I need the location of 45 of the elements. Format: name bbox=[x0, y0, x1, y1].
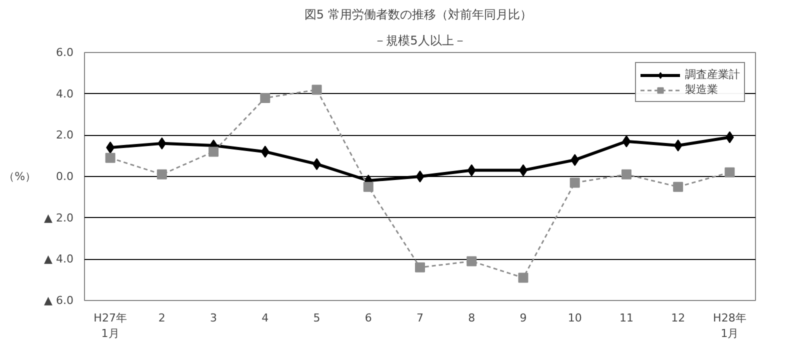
x-tick-label: 2 bbox=[158, 312, 166, 324]
y-tick-label: ▲ 6.0 bbox=[44, 294, 74, 307]
x-tick-label: 6 bbox=[364, 312, 372, 324]
x-tick-label: 10 bbox=[568, 312, 582, 324]
y-tick-label: 2.0 bbox=[56, 128, 74, 142]
point bbox=[622, 135, 631, 148]
point bbox=[260, 92, 270, 103]
point bbox=[158, 137, 166, 150]
point bbox=[570, 154, 580, 166]
point bbox=[363, 182, 374, 192]
point bbox=[416, 170, 424, 182]
point bbox=[415, 262, 425, 272]
point bbox=[518, 272, 528, 283]
point bbox=[570, 178, 580, 188]
point bbox=[466, 256, 477, 266]
x-tick-label: H28年 1月 bbox=[713, 312, 746, 340]
x-tick-label: 3 bbox=[210, 312, 218, 324]
y-tick-label: ▲ 4.0 bbox=[44, 252, 74, 266]
point bbox=[260, 146, 270, 158]
point bbox=[724, 167, 735, 178]
chart-subtitle: －規模5人以上－ bbox=[374, 34, 466, 48]
point bbox=[621, 169, 632, 180]
y-tick-label: 6.0 bbox=[56, 46, 74, 59]
x-tick-label: 11 bbox=[619, 312, 634, 324]
x-tick-label: 7 bbox=[416, 312, 424, 324]
y-tick-label: 4.0 bbox=[56, 87, 74, 100]
point bbox=[673, 182, 684, 192]
x-tick-label: 8 bbox=[468, 312, 476, 324]
y-tick-label: ▲ 2.0 bbox=[44, 211, 74, 224]
x-tick-label: 5 bbox=[313, 312, 320, 324]
chart-title: 図5 常用労働者数の推移（対前年同月比） bbox=[304, 8, 532, 22]
point bbox=[312, 84, 322, 95]
x-tick-label: 9 bbox=[520, 312, 527, 324]
y-axis-title: （%） bbox=[4, 170, 36, 183]
point bbox=[156, 169, 167, 180]
point bbox=[467, 164, 476, 176]
point bbox=[674, 140, 682, 152]
x-tick-label: H27年 1月 bbox=[94, 312, 127, 340]
legend-label: 製造業 bbox=[685, 82, 718, 97]
x-tick-label: 4 bbox=[262, 312, 269, 324]
point bbox=[105, 152, 116, 163]
y-tick-label: 0.0 bbox=[56, 170, 74, 183]
x-tick-label: 12 bbox=[671, 312, 686, 324]
point bbox=[208, 146, 219, 157]
legend-label: 調査産業計 bbox=[685, 67, 740, 82]
